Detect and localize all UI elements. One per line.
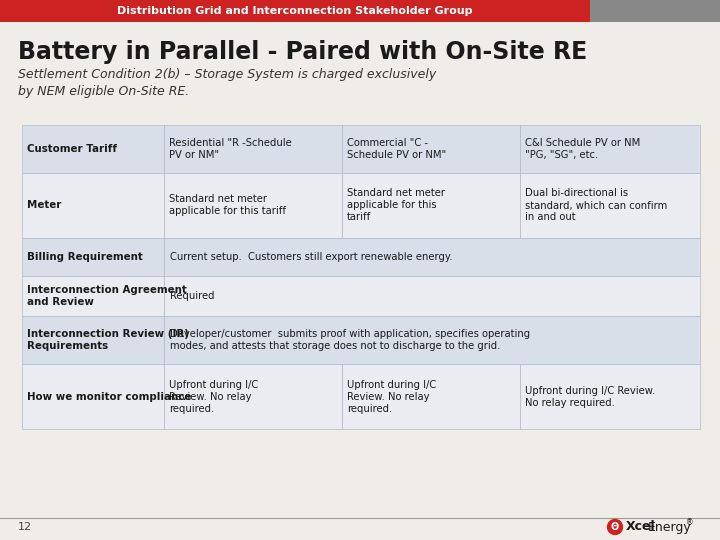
Text: Required: Required [170, 291, 215, 301]
Bar [342, 125, 520, 173]
Text: C&I Schedule PV or NM
"PG, "SG", etc.: C&I Schedule PV or NM "PG, "SG", etc. [525, 138, 640, 160]
Bar [520, 364, 700, 429]
Text: Interconnection Review (IR)
Requirements: Interconnection Review (IR) Requirements [27, 329, 189, 351]
Text: 12: 12 [18, 522, 32, 532]
Bar [164, 364, 342, 429]
Text: Energy: Energy [648, 521, 692, 534]
Text: Commercial "C -
Schedule PV or NM": Commercial "C - Schedule PV or NM" [347, 138, 446, 160]
Text: How we monitor compliance: How we monitor compliance [27, 392, 192, 402]
Text: Standard net meter
applicable for this
tariff: Standard net meter applicable for this t… [347, 188, 445, 222]
Text: Interconnection Agreement
and Review: Interconnection Agreement and Review [27, 285, 186, 307]
Circle shape [608, 519, 623, 535]
Text: Upfront during I/C
Review. No relay
required.: Upfront during I/C Review. No relay requ… [347, 380, 436, 414]
Text: Residential "R -Schedule
PV or NM": Residential "R -Schedule PV or NM" [169, 138, 292, 160]
Text: Current setup.  Customers still export renewable energy.: Current setup. Customers still export re… [170, 252, 453, 262]
Bar [22, 173, 164, 238]
Bar [342, 173, 520, 238]
Text: Settlement Condition 2(b) – Storage System is charged exclusively
by NEM eligibl: Settlement Condition 2(b) – Storage Syst… [18, 68, 436, 98]
Text: Distribution Grid and Interconnection Stakeholder Group: Distribution Grid and Interconnection St… [117, 6, 473, 16]
Text: Upfront during I/C Review.
No relay required.: Upfront during I/C Review. No relay requ… [525, 386, 655, 408]
Text: Dual bi-directional is
standard, which can confirm
in and out: Dual bi-directional is standard, which c… [525, 188, 667, 222]
Bar [164, 173, 342, 238]
Text: Θ: Θ [611, 522, 619, 532]
Text: Standard net meter
applicable for this tariff: Standard net meter applicable for this t… [169, 194, 286, 217]
Bar [22, 276, 164, 316]
Bar [590, 0, 720, 22]
Text: Xcel: Xcel [626, 521, 656, 534]
Text: Billing Requirement: Billing Requirement [27, 252, 143, 262]
Bar [164, 276, 700, 316]
Bar [520, 173, 700, 238]
Bar [520, 125, 700, 173]
Bar [0, 0, 590, 22]
Text: Battery in Parallel - Paired with On-Site RE: Battery in Parallel - Paired with On-Sit… [18, 40, 588, 64]
Bar [164, 316, 700, 364]
Bar [22, 364, 164, 429]
Text: Meter: Meter [27, 200, 61, 211]
Bar [22, 125, 164, 173]
Bar [164, 238, 700, 276]
Bar [22, 316, 164, 364]
Text: Customer Tariff: Customer Tariff [27, 144, 117, 154]
Bar [164, 125, 342, 173]
Bar [22, 238, 164, 276]
Text: Upfront during I/C
Review. No relay
required.: Upfront during I/C Review. No relay requ… [169, 380, 258, 414]
Text: ®: ® [686, 518, 693, 528]
Bar [342, 364, 520, 429]
Text: Developer/customer  submits proof with application, specifies operating
modes, a: Developer/customer submits proof with ap… [170, 329, 530, 351]
